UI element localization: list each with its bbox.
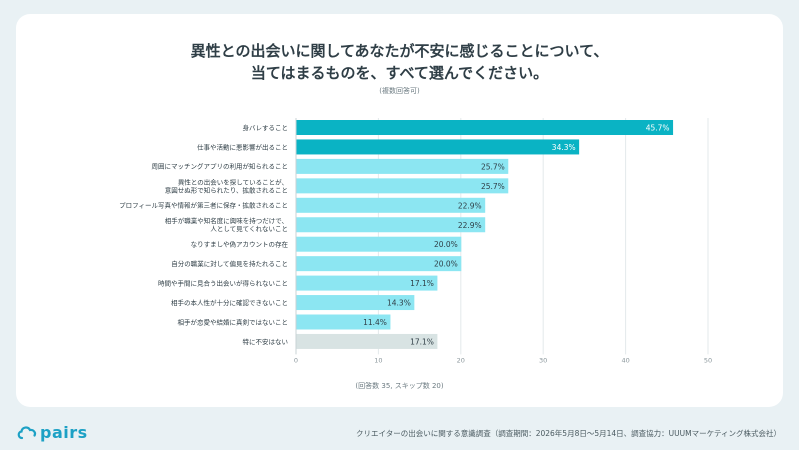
bar (296, 139, 580, 155)
category-label-line: 時間や手間に見合う出会いが得られないこと (158, 278, 288, 287)
chart-title-line-1: 異性との出会いに関してあなたが不安に感じることについて、 (190, 42, 609, 60)
x-tick-label: 30 (539, 356, 547, 364)
x-tick-label: 20 (457, 356, 465, 364)
brand-logo: pairs (16, 421, 88, 443)
bar-value-label: 34.3% (552, 143, 576, 152)
category-label: 異性との出会いを探していることが、意図せぬ形で知られたり、拡散されること (165, 177, 288, 194)
category-label: 特に不安はない (243, 337, 289, 346)
bar (296, 333, 438, 349)
survey-footer: クリエイターの出会いに関する意識調査（調査期間：2026年5月8日〜5月14日、… (356, 429, 781, 438)
category-label-line: プロフィール写真や情報が第三者に保存・拡散されること (119, 201, 288, 210)
category-label: プロフィール写真や情報が第三者に保存・拡散されること (119, 201, 288, 210)
bar-value-label: 45.7% (646, 124, 670, 133)
bar-value-label: 22.9% (458, 201, 482, 210)
bar (296, 197, 486, 213)
bar (296, 314, 391, 330)
chart-title-line-2: 当てはまるものを、すべて選んでください。 (250, 64, 549, 82)
category-label-line: 周囲にマッチングアプリの利用が知られること (152, 162, 289, 171)
bar-value-label: 17.1% (410, 337, 434, 346)
category-label-line: 自分の職業に対して偏見を持たれること (171, 259, 288, 268)
bar (296, 295, 415, 311)
category-label: 身バレすること (243, 123, 289, 132)
chart-subtitle: (複数回答可) (379, 87, 420, 95)
category-label: 自分の職業に対して偏見を持たれること (171, 259, 288, 268)
bar (296, 217, 486, 233)
bar (296, 178, 509, 194)
category-label: 周囲にマッチングアプリの利用が知られること (152, 162, 289, 171)
category-label-line: 異性との出会いを探していることが、 (178, 177, 288, 186)
x-tick-label: 50 (704, 356, 712, 364)
bar-value-label: 20.0% (434, 240, 458, 249)
category-label-line: 意図せぬ形で知られたり、拡散されること (165, 185, 288, 194)
response-count-note: (回答数 35, スキップ数 20) (355, 382, 444, 390)
category-label-line: 相手が職業や知名度に興味を持つだけで、 (165, 216, 288, 225)
category-label-line: 身バレすること (243, 123, 289, 132)
category-label-line: 仕事や活動に悪影響が出ること (197, 142, 288, 151)
x-tick-label: 10 (374, 356, 382, 364)
category-label-line: 相手の本人性が十分に確認できないこと (171, 298, 288, 307)
bar (296, 275, 438, 291)
category-label: 時間や手間に見合う出会いが得られないこと (158, 278, 288, 287)
category-label: 相手の本人性が十分に確認できないこと (171, 298, 288, 307)
category-label-line: なりすましや偽アカウントの存在 (191, 240, 289, 249)
x-tick-label: 40 (621, 356, 629, 364)
bar-value-label: 11.4% (363, 318, 387, 327)
bar (296, 120, 674, 135)
bar-value-label: 14.3% (387, 299, 411, 308)
bar (296, 236, 462, 252)
chart-title: 異性との出会いに関してあなたが不安に感じることについて、 当てはまるものを、すべ… (0, 40, 799, 84)
brand-name: pairs (40, 422, 88, 442)
category-label: 相手が職業や知名度に興味を持つだけで、人として見てくれないこと (165, 216, 288, 233)
bar-value-label: 25.7% (481, 162, 505, 171)
bar-value-label: 17.1% (410, 279, 434, 288)
category-label: なりすましや偽アカウントの存在 (191, 240, 289, 249)
category-label-line: 人として見てくれないこと (210, 225, 288, 233)
cloud-icon (17, 426, 37, 440)
bar-value-label: 25.7% (481, 182, 505, 191)
bar (296, 158, 509, 174)
bar (296, 256, 462, 272)
bar-value-label: 22.9% (458, 221, 482, 230)
category-label-line: 特に不安はない (243, 337, 289, 346)
category-label: 仕事や活動に悪影響が出ること (197, 142, 288, 151)
category-label-line: 相手が恋愛や結婚に真剣ではないこと (178, 317, 289, 326)
x-tick-label: 0 (294, 356, 298, 364)
category-label: 相手が恋愛や結婚に真剣ではないこと (178, 317, 289, 326)
bar-value-label: 20.0% (434, 260, 458, 269)
